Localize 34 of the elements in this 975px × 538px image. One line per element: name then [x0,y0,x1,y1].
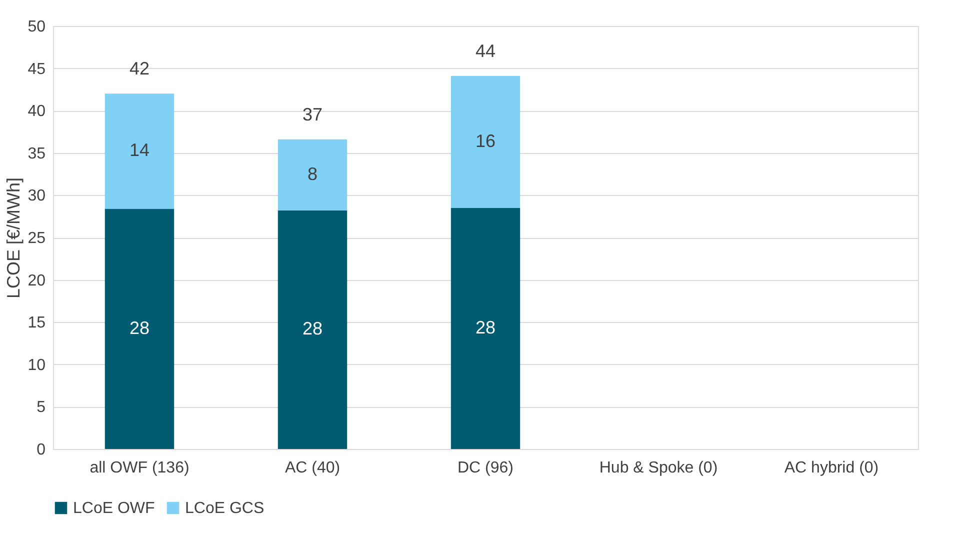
y-tick-label: 30 [28,188,46,205]
legend-label: LCoE OWF [73,500,156,517]
y-tick-label: 25 [28,230,46,247]
data-label: 28 [129,318,150,338]
y-tick-label: 50 [28,18,46,36]
data-label: 16 [475,130,496,151]
y-tick-label: 40 [28,103,46,120]
bar [278,139,348,210]
y-tick-label: 15 [28,314,46,332]
y-tick-label: 5 [36,399,46,416]
total-label: 44 [475,40,496,61]
data-label: 28 [475,317,496,338]
total-label: 42 [129,58,150,79]
bar [450,76,520,208]
y-axis-title: LCOE [€/MWh] [4,177,24,299]
data-label: 28 [302,318,323,339]
data-label: 14 [129,140,150,160]
x-tick-label: all OWF (136) [90,460,190,476]
bar [104,94,174,209]
y-tick-label: 35 [28,145,46,162]
bar [278,210,348,449]
bar [104,208,174,449]
data-label: 8 [307,164,318,184]
x-tick-label: DC (96) [457,460,514,476]
y-tick-label: 10 [28,356,46,374]
total-label: 37 [302,104,323,124]
bar [450,208,520,449]
x-tick-label: AC (40) [284,460,340,476]
x-tick-label: Hub & Spoke (0) [599,460,718,476]
y-tick-label: 45 [28,60,46,78]
x-tick-label: AC hybrid (0) [784,460,879,476]
y-tick-label: 0 [36,442,46,458]
legend-label: LCoE GCS [185,500,264,517]
y-tick-label: 20 [28,272,46,290]
